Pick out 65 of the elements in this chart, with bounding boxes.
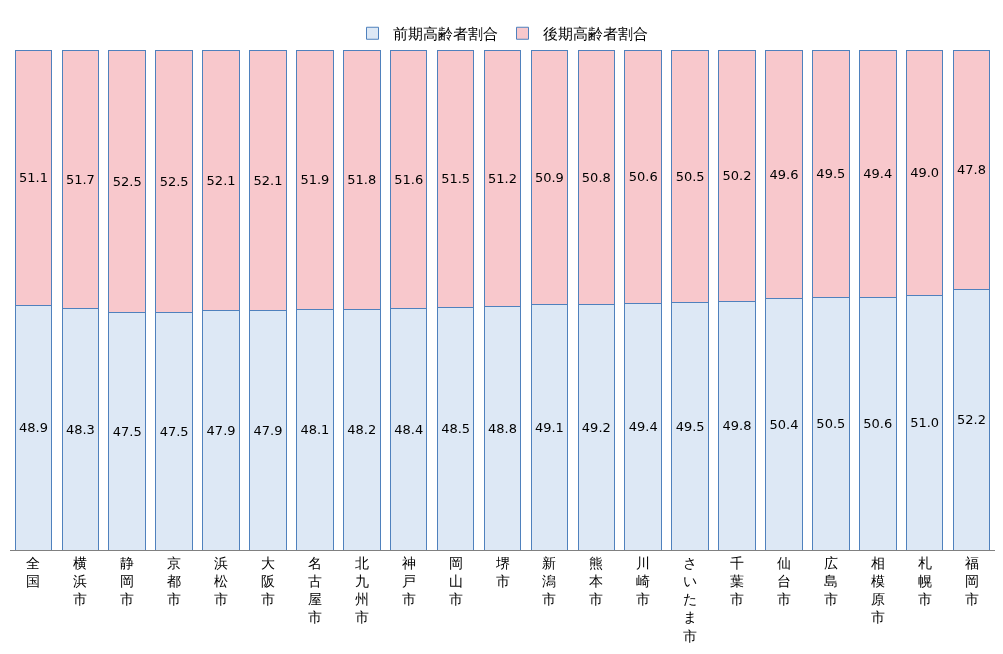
data-label: 51.0: [910, 415, 940, 430]
data-label: 50.5: [675, 168, 705, 184]
data-label: 50.4: [769, 416, 799, 432]
data-label: 51.1: [18, 170, 48, 186]
x-tick-label: 熊本市: [589, 554, 604, 608]
data-label: 48.2: [347, 422, 377, 437]
data-label: 48.5: [441, 421, 471, 437]
data-label: 49.2: [581, 419, 611, 435]
data-label: 47.8: [957, 162, 987, 177]
x-tick-label: 川崎市: [636, 554, 651, 608]
data-label: 49.0: [910, 165, 940, 180]
data-label: 50.5: [816, 416, 846, 432]
x-tick-label: 大阪市: [260, 554, 275, 608]
x-tick-label: 横浜市: [73, 554, 88, 608]
data-label: 52.5: [159, 173, 189, 189]
x-tick-label: 浜松市: [214, 554, 229, 608]
x-tick-label: さいたま市: [683, 554, 698, 644]
data-label: 52.5: [112, 173, 142, 189]
x-tick-label: 全国: [26, 554, 41, 589]
x-tick-label: 千葉市: [730, 554, 745, 608]
data-label: 50.2: [722, 168, 752, 183]
data-label: 50.8: [581, 169, 611, 185]
data-label: 52.1: [206, 172, 236, 188]
x-tick-label: 広島市: [823, 554, 838, 608]
data-label: 49.5: [675, 418, 705, 434]
x-tick-label: 北九州市: [354, 554, 369, 626]
data-label: 49.6: [769, 166, 799, 182]
data-label: 48.9: [18, 420, 48, 436]
data-label: 49.4: [863, 166, 893, 181]
x-tick-label: 岡山市: [448, 554, 463, 608]
data-label: 51.5: [441, 171, 471, 187]
x-tick-label: 堺市: [494, 554, 510, 589]
x-tick-label: 札幌市: [917, 554, 932, 608]
x-tick-label: 京都市: [167, 554, 182, 608]
x-tick-label: 名古屋市: [307, 554, 322, 626]
x-tick-label: 神戸市: [401, 554, 416, 608]
x-tick-label: 静岡市: [120, 554, 135, 608]
data-label: 49.8: [722, 418, 752, 433]
data-label: 51.7: [65, 171, 95, 187]
x-tick-label: 福岡市: [964, 554, 979, 608]
data-label: 51.2: [488, 170, 517, 186]
data-label: 52.2: [957, 412, 987, 427]
data-label: 50.6: [863, 416, 893, 431]
data-label: 51.9: [300, 172, 330, 188]
data-label: 49.5: [816, 166, 846, 182]
data-label: 48.3: [65, 421, 95, 437]
x-tick-label: 新潟市: [542, 554, 557, 608]
data-label: 47.5: [159, 423, 189, 439]
data-label: 50.6: [628, 169, 658, 184]
legend-label: 後期高齢者割合: [542, 25, 648, 44]
data-label: 49.1: [534, 419, 564, 435]
data-label: 48.4: [394, 421, 424, 437]
data-label: 47.9: [253, 422, 283, 438]
data-label: 52.1: [253, 172, 283, 188]
data-label: 51.8: [347, 172, 377, 187]
x-tick-label: 仙台市: [776, 554, 791, 608]
x-tick-label: 相模原市: [870, 554, 885, 626]
data-label: 47.9: [206, 422, 236, 438]
data-label: 49.4: [628, 419, 658, 434]
data-label: 48.1: [300, 422, 330, 438]
legend-label: 前期高齢者割合: [392, 25, 498, 44]
data-label: 48.8: [488, 420, 517, 436]
data-label: 51.6: [394, 171, 424, 187]
data-label: 50.9: [534, 169, 564, 185]
data-label: 47.5: [112, 423, 142, 439]
